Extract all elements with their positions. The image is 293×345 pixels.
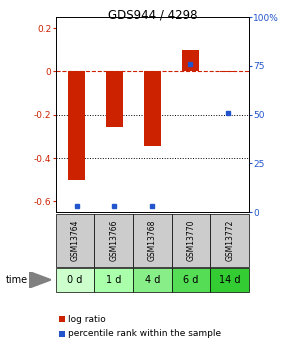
Text: percentile rank within the sample: percentile rank within the sample xyxy=(68,329,221,338)
Bar xyxy=(182,50,199,71)
Bar xyxy=(210,268,249,292)
Text: log ratio: log ratio xyxy=(68,315,106,324)
Text: 14 d: 14 d xyxy=(219,275,241,285)
Text: GDS944 / 4298: GDS944 / 4298 xyxy=(108,9,197,22)
Bar xyxy=(94,214,133,267)
Text: GSM13772: GSM13772 xyxy=(225,220,234,261)
Bar xyxy=(68,71,85,180)
Bar xyxy=(133,214,172,267)
Bar xyxy=(133,268,172,292)
Bar xyxy=(94,268,133,292)
Text: GSM13768: GSM13768 xyxy=(148,220,157,261)
Text: GSM13764: GSM13764 xyxy=(71,220,79,262)
Text: 6 d: 6 d xyxy=(183,275,199,285)
Text: time: time xyxy=(6,275,28,285)
Polygon shape xyxy=(29,272,51,288)
Bar xyxy=(56,214,94,267)
Text: 4 d: 4 d xyxy=(145,275,160,285)
Bar xyxy=(56,268,94,292)
Bar xyxy=(210,214,249,267)
Text: 0 d: 0 d xyxy=(67,275,83,285)
Text: GSM13766: GSM13766 xyxy=(109,220,118,262)
Bar xyxy=(106,71,123,127)
Text: GSM13770: GSM13770 xyxy=(187,220,195,262)
Bar xyxy=(172,214,210,267)
Bar xyxy=(220,71,237,72)
Bar xyxy=(172,268,210,292)
Text: 1 d: 1 d xyxy=(106,275,121,285)
Bar xyxy=(144,71,161,146)
